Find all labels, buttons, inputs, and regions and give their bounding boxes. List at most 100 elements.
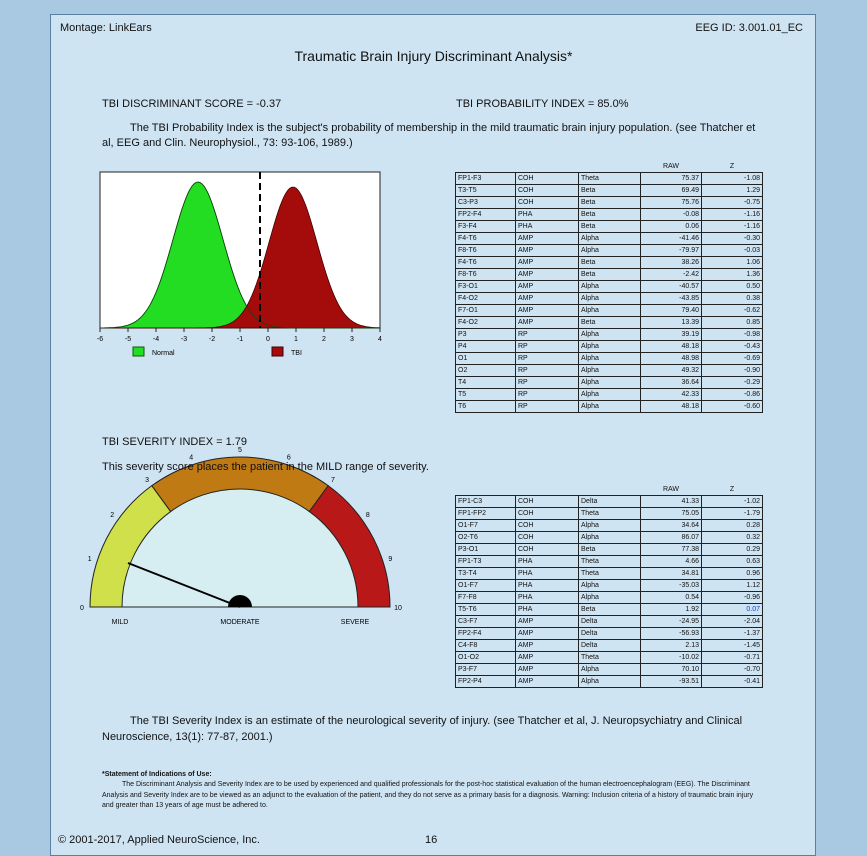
cell: O1 (455, 352, 516, 365)
cell: Alpha (578, 352, 641, 365)
cell: 48.18 (640, 340, 702, 353)
cell: F4-T6 (455, 256, 516, 269)
cell: -79.97 (640, 244, 702, 257)
cell: -24.95 (640, 615, 702, 628)
cell: AMP (515, 639, 579, 652)
cell: AMP (515, 627, 579, 640)
cell: C3-P3 (455, 196, 516, 209)
cell: -1.45 (701, 639, 763, 652)
cell: PHA (515, 591, 579, 604)
cell: -93.51 (640, 675, 702, 688)
cell: -10.02 (640, 651, 702, 664)
cell: Alpha (578, 244, 641, 257)
cell: AMP (515, 615, 579, 628)
cell: 1.12 (701, 579, 763, 592)
cell: Beta (578, 184, 641, 197)
cell: F8-T6 (455, 268, 516, 281)
x-tick-label: -6 (97, 336, 103, 343)
copyright: © 2001-2017, Applied NeuroScience, Inc. (58, 834, 260, 846)
cell: Alpha (578, 304, 641, 317)
table-row: F7-O1 AMP Alpha 79.40 -0.62 (455, 304, 763, 317)
cell: O1-F7 (455, 519, 516, 532)
table-row: O2 RP Alpha 49.32 -0.90 (455, 364, 763, 377)
cell: -41.46 (640, 232, 702, 245)
cell: -0.29 (701, 376, 763, 389)
table-row: P3 RP Alpha 39.19 -0.98 (455, 328, 763, 341)
eeg-id: EEG ID: 3.001.01_EC (695, 22, 803, 34)
table-row: T4 RP Alpha 36.64 -0.29 (455, 376, 763, 389)
cell: RP (515, 352, 579, 365)
cell: 86.07 (640, 531, 702, 544)
gauge-tick-label: 9 (388, 556, 392, 563)
cell: Beta (578, 268, 641, 281)
cell: F3-F4 (455, 220, 516, 233)
cell: O1-F7 (455, 579, 516, 592)
header-cell (516, 161, 579, 173)
cell: T5 (455, 388, 516, 401)
cell: -0.03 (701, 244, 763, 257)
cell: -43.85 (640, 292, 702, 305)
cell: -1.37 (701, 627, 763, 640)
cell: 69.49 (640, 184, 702, 197)
cell: F4-T6 (455, 232, 516, 245)
cell: Alpha (578, 376, 641, 389)
x-tick-label: -2 (209, 336, 215, 343)
gauge-tick-label: 1 (88, 556, 92, 563)
cell: PHA (515, 579, 579, 592)
cell: -0.60 (701, 400, 763, 413)
cell: AMP (515, 663, 579, 676)
montage: Montage: LinkEars (60, 22, 152, 34)
table-row: F3-F4 PHA Beta 0.06 -1.16 (455, 220, 763, 233)
cell: C3-F7 (455, 615, 516, 628)
cell: Alpha (578, 591, 641, 604)
table-row: O1-F7 PHA Alpha -35.03 1.12 (455, 579, 763, 592)
cell: T3-T4 (455, 567, 516, 580)
tbi-curve (100, 186, 381, 329)
cell: T3-T5 (455, 184, 516, 197)
cell: Alpha (578, 292, 641, 305)
cell: 42.33 (640, 388, 702, 401)
cell: COH (515, 519, 579, 532)
cell: 0.29 (701, 543, 763, 556)
cell: P3-F7 (455, 663, 516, 676)
cell: 1.29 (701, 184, 763, 197)
discriminant-score: TBI DISCRIMINANT SCORE = -0.37 (102, 98, 282, 110)
cell: Theta (578, 507, 641, 520)
severity-description: The TBI Severity Index is an estimate of… (102, 715, 743, 743)
cell: -0.75 (701, 196, 763, 209)
data-table: RAW Z FP1-F3 COH Theta 75.37 -1.08 T3-T5 COH Beta… (455, 161, 763, 413)
cell: -1.79 (701, 507, 763, 520)
cell: 36.64 (640, 376, 702, 389)
cell: T5-T6 (455, 603, 516, 616)
cell: Delta (578, 627, 641, 640)
cell: Alpha (578, 531, 641, 544)
severity-statement: This severity score places the patient i… (102, 461, 429, 473)
table-row: C4-F8 AMP Delta 2.13 -1.45 (455, 639, 763, 652)
cell: 2.13 (640, 639, 702, 652)
cell: 0.85 (701, 316, 763, 329)
gauge-tick-label: 0 (80, 605, 84, 612)
cell: RP (515, 340, 579, 353)
x-tick-label: -5 (125, 336, 131, 343)
cell: FP1-T3 (455, 555, 516, 568)
cell: AMP (515, 651, 579, 664)
data-table: RAW Z FP1-C3 COH Delta 41.33 -1.02 FP1-FP2 COH Th… (455, 484, 763, 688)
header-cell (456, 161, 516, 173)
cell: PHA (515, 603, 579, 616)
table-row: O1 RP Alpha 48.98 -0.69 (455, 352, 763, 365)
x-tick-label: -3 (181, 336, 187, 343)
table-row: F4-O2 AMP Beta 13.39 0.85 (455, 316, 763, 329)
cell: 13.39 (640, 316, 702, 329)
cell: AMP (515, 292, 579, 305)
cell: P3 (455, 328, 516, 341)
table-row: F7-F8 PHA Alpha 0.54 -0.96 (455, 591, 763, 604)
gauge-tick-label: 3 (145, 477, 149, 484)
cell: F8-T6 (455, 244, 516, 257)
column-header: Z (729, 486, 735, 493)
cell: 0.96 (701, 567, 763, 580)
cell: COH (515, 184, 579, 197)
cell: Beta (578, 316, 641, 329)
cell: -2.42 (640, 268, 702, 281)
cell: -0.70 (701, 663, 763, 676)
